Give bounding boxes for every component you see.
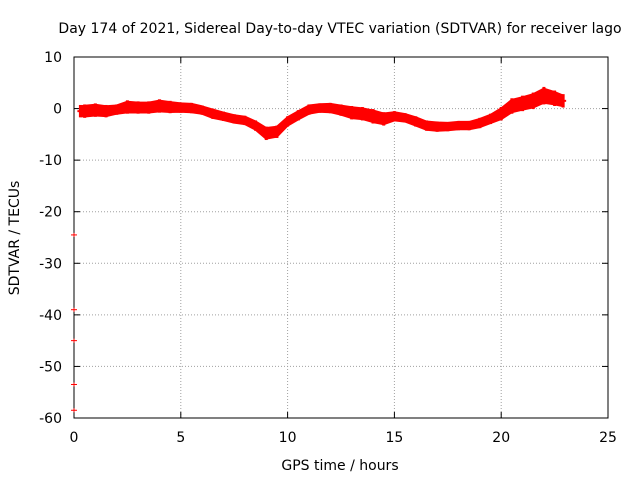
y-axis-label: SDTVAR / TECUs (7, 181, 23, 296)
x-tick-label: 25 (599, 430, 617, 446)
x-tick-label: 10 (279, 430, 297, 446)
y-tick-label: 0 (53, 102, 62, 118)
chart-title: Day 174 of 2021, Sidereal Day-to-day VTE… (58, 21, 621, 37)
tick-labels: 0 5 10 15 20 25 -60 -50 -40 -30 -20 -10 0 10 (39, 50, 617, 446)
plot-frame (73, 56, 609, 419)
x-axis-label: GPS time / hours (281, 458, 398, 474)
y-tick-label: 10 (44, 50, 62, 66)
x-tick-label: 0 (70, 430, 79, 446)
x-tick-label: 20 (492, 430, 510, 446)
x-tick-label: 15 (385, 430, 403, 446)
data-points (71, 86, 567, 413)
y-tick-label: -20 (39, 205, 62, 221)
sdtvar-band (79, 87, 565, 140)
axes (73, 56, 609, 419)
y-tick-label: -10 (39, 153, 62, 169)
y-tick-label: -50 (39, 359, 62, 375)
y-tick-label: -60 (39, 411, 62, 427)
x-tick-label: 5 (176, 430, 185, 446)
y-tick-label: -40 (39, 308, 62, 324)
y-tick-label: -30 (39, 256, 62, 272)
